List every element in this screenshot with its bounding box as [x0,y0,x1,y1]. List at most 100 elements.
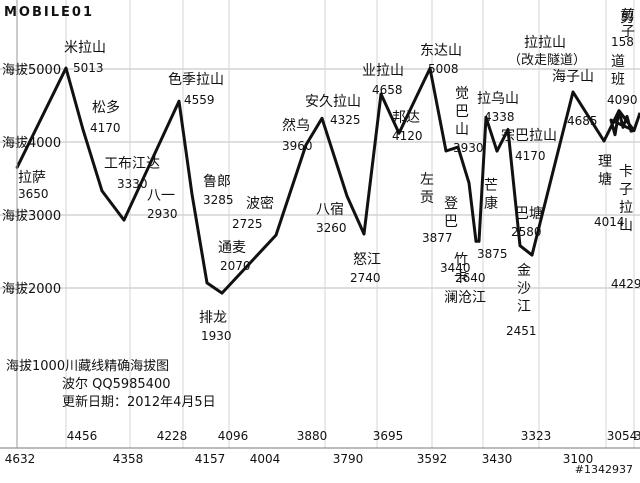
x-tick-label-upper: 3695 [373,429,404,443]
x-tick-label-upper: 3323 [521,429,552,443]
gridline-label-5000: 海拔5000 [2,63,61,78]
waypoint-name-label: 江 [517,299,531,315]
waypoint-elevation-label: 3875 [477,247,508,261]
waypoint-name-label: 宗巴拉山 [501,128,557,144]
waypoint-point [474,239,478,243]
annotation-label: 子 [621,24,635,40]
waypoint-point [100,189,104,193]
waypoint-name-label: 色季拉山 [168,71,224,88]
waypoint-point [484,116,488,119]
waypoint-elevation-label: 4559 [184,93,215,107]
waypoint-name-label: 松多 [92,99,120,116]
waypoint-elevation-label: 3930 [453,141,484,155]
waypoint-point [518,244,522,247]
waypoint-point [506,128,510,131]
waypoint-point [617,109,621,112]
chart-updated: 更新日期：2012年4月5日 [62,394,216,410]
x-tick-label-lower: 3430 [482,452,513,466]
waypoint-name-label: 金 [517,263,531,279]
waypoint-name-label: 山 [455,122,469,138]
waypoint-name-label: 理 [598,154,612,170]
meta-layer: MOBILE01 海拔1000川藏线精确海拔图 波尔 QQ5985400 更新日… [4,5,633,476]
waypoint-point [177,99,181,103]
waypoint-elevation-label: 4120 [392,129,423,143]
waypoint-point [495,149,499,153]
waypoint-point [632,129,636,132]
x-tick-label-lower: 3100 [563,452,594,466]
waypoint-name-label: 业拉山 [362,63,404,79]
waypoint-point [602,139,606,143]
x-tick-label-upper: 3054 [607,429,638,443]
x-tick-label-cut: 3 [634,429,640,443]
waypoint-name-label: 安久拉山 [305,94,361,110]
waypoint-point [379,92,383,96]
waypoint-name-label: 竹 [454,252,468,268]
waypoint-elevation-label: 3650 [18,187,49,201]
waypoint-point [274,233,278,237]
waypoint-name-label: 八宿 [316,201,344,218]
waypoint-point [220,291,224,295]
waypoint-point [467,181,471,185]
annotation-label: 剪 [621,8,635,24]
waypoint-elevation-label: 3260 [316,221,347,235]
waypoint-point [64,66,68,70]
x-tick-label-lower: 4632 [5,452,36,466]
waypoint-elevation-label: 5008 [428,62,459,76]
waypoint-elevation-label: 5013 [73,61,104,75]
waypoint-elevation-label: 4170 [515,149,546,163]
waypoint-name-label: 工布江达 [104,156,160,172]
x-tick-label-lower: 3790 [333,452,364,466]
watermark-image-id: #1342937 [575,463,633,476]
waypoint-point [397,131,401,135]
waypoint-name-label: 觉 [455,86,469,102]
waypoint-point [362,232,366,236]
waypoint-name-label: 米拉山 [64,40,106,56]
chart-author: 波尔 QQ5985400 [62,377,171,392]
annotation-label: （改走隧道） [508,52,586,68]
waypoint-name-label: 芒 [484,178,498,194]
axis-layer: 4456 4228 4096 3880 3695 3323 3054 4632 4358 4157… [0,0,640,466]
waypoint-point [81,128,85,131]
waypoint-point [530,253,534,257]
waypoint-point [345,194,349,198]
waypoint-elevation-label: 2725 [232,217,263,231]
waypoint-elevation-label: 3440 [440,261,471,275]
waypoint-elevation-label: 2451 [506,324,537,338]
waypoint-point [456,145,460,149]
x-tick-label-upper: 4096 [218,429,249,443]
x-tick-label-lower: 3592 [417,452,448,466]
waypoint-point [444,149,448,153]
waypoint-elevation-label: 1930 [201,329,232,343]
waypoint-name-label: 波密 [246,195,274,212]
waypoint-point [190,192,194,196]
waypoint-name-label: 东达山 [420,43,462,59]
annotation-label: 道 [611,54,625,70]
waypoint-name-label: 子 [619,182,633,198]
waypoint-point [477,239,481,243]
waypoint-name-label: 拉 [619,200,633,216]
waypoint-name-label: 拉乌山 [477,91,519,107]
waypoint-elevation-label: 4014 [594,215,625,229]
waypoint-elevation-label: 2740 [350,271,381,285]
waypoint-name-label: 卡 [619,164,633,180]
waypoint-name-label: 康 [484,195,498,212]
annotation-label: 4090 [607,93,638,107]
waypoint-elevation-label: 2070 [220,259,251,273]
waypoint-name-label: 怒江 [353,252,381,268]
waypoint-elevation-label: 2930 [147,207,178,221]
waypoint-elevation-label: 4429 [611,277,640,291]
waypoint-elevation-label: 2580 [511,225,542,239]
x-tick-label-lower: 4358 [113,452,144,466]
waypoint-point [428,67,432,70]
waypoint-name-label: 贡 [420,190,434,206]
waypoint-point [205,281,209,285]
waypoint-elevation-label: 3960 [282,139,313,153]
waypoint-name-label: 左 [420,172,434,188]
waypoint-point [571,90,575,94]
waypoint-name-label: 巴塘 [515,206,543,222]
x-tick-label-upper: 3880 [297,429,328,443]
